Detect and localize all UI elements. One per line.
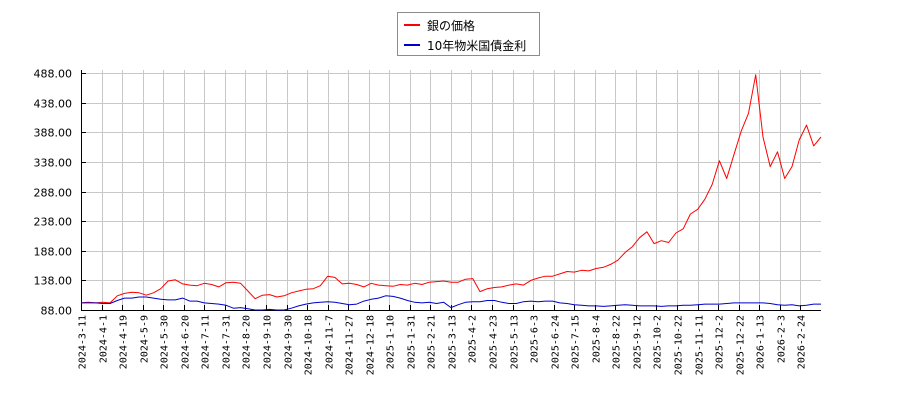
- x-tick-label: 2025-6-24: [551, 315, 562, 369]
- y-tick-label: 188.00: [34, 246, 73, 259]
- x-tick-label: 2025-2-21: [427, 315, 438, 369]
- x-tick-label: 2025-1-31: [407, 315, 418, 369]
- legend-item-silver: 銀の価格: [404, 17, 475, 33]
- x-tick-label: 2024-9-30: [284, 315, 295, 369]
- x-tick-label: 2025-12-22: [736, 315, 747, 375]
- y-tick-label: 288.00: [34, 187, 73, 200]
- x-tick-label: 2025-7-15: [571, 315, 582, 369]
- x-tick-label: 2025-1-10: [386, 315, 397, 369]
- x-tick-label: 2025-11-11: [695, 315, 706, 375]
- x-tick-label: 2025-4-23: [489, 315, 500, 369]
- x-tick-label: 2024-7-31: [222, 315, 233, 369]
- treasury-yield-line: [81, 295, 821, 311]
- x-tick-label: 2024-3-11: [78, 315, 89, 369]
- x-tick-label: 2024-8-20: [242, 315, 253, 369]
- x-tick-label: 2025-12-2: [715, 315, 726, 369]
- legend-swatch-blue: [404, 44, 420, 46]
- x-tick-label: 2024-4-19: [119, 315, 130, 369]
- y-axis: 88.00 138.00 188.00 238.00 288.00 338.00 388.0…: [34, 68, 86, 318]
- x-tick-label: 2025-8-4: [592, 315, 603, 363]
- legend: 銀の価格 10年物米国債金利: [397, 12, 540, 56]
- x-tick-label: 2025-4-2: [468, 315, 479, 363]
- legend-label: 10年物米国債金利: [427, 38, 527, 53]
- x-tick-label: 2025-3-13: [448, 315, 459, 369]
- x-tick-label: 2025-8-22: [612, 315, 623, 369]
- series-lines: [80, 74, 822, 311]
- x-tick-label: 2026-1-13: [756, 315, 767, 369]
- y-tick-label: 388.00: [34, 127, 73, 140]
- grid-lines: [81, 70, 821, 310]
- x-axis: 2024-3-11 2024-4-1 2024-4-19 2024-5-9 2024-5…: [78, 305, 821, 375]
- y-tick-label: 138.00: [34, 275, 73, 288]
- legend-item-treasury: 10年物米国債金利: [404, 37, 526, 53]
- y-tick-label: 238.00: [34, 216, 73, 229]
- x-tick-label: 2025-6-3: [530, 315, 541, 363]
- x-tick-label: 2024-11-27: [345, 315, 356, 375]
- y-tick-label: 438.00: [34, 98, 73, 111]
- y-tick-label: 488.00: [34, 68, 73, 81]
- x-tick-label: 2024-12-18: [366, 315, 377, 375]
- x-tick-label: 2024-4-1: [99, 315, 110, 363]
- x-tick-label: 2026-2-24: [797, 315, 808, 369]
- x-tick-label: 2024-11-7: [325, 315, 336, 369]
- x-tick-label: 2024-9-10: [263, 315, 274, 369]
- y-tick-label: 338.00: [34, 157, 73, 170]
- legend-label: 銀の価格: [427, 18, 476, 33]
- x-tick-label: 2024-5-30: [160, 315, 171, 369]
- x-tick-label: 2025-10-22: [674, 315, 685, 375]
- x-tick-label: 2024-7-11: [201, 315, 212, 369]
- x-tick-label: 2024-6-20: [181, 315, 192, 369]
- x-tick-label: 2026-2-3: [777, 315, 788, 363]
- x-tick-label: 2025-9-12: [633, 315, 644, 369]
- x-tick-label: 2025-5-13: [510, 315, 521, 369]
- x-tick-label: 2025-10-2: [653, 315, 664, 369]
- legend-swatch-red: [404, 24, 420, 26]
- silver-price-line: [80, 74, 822, 304]
- x-tick-label: 2024-10-18: [304, 315, 315, 375]
- x-tick-label: 2024-5-9: [140, 315, 151, 363]
- y-tick-label: 88.00: [41, 305, 73, 318]
